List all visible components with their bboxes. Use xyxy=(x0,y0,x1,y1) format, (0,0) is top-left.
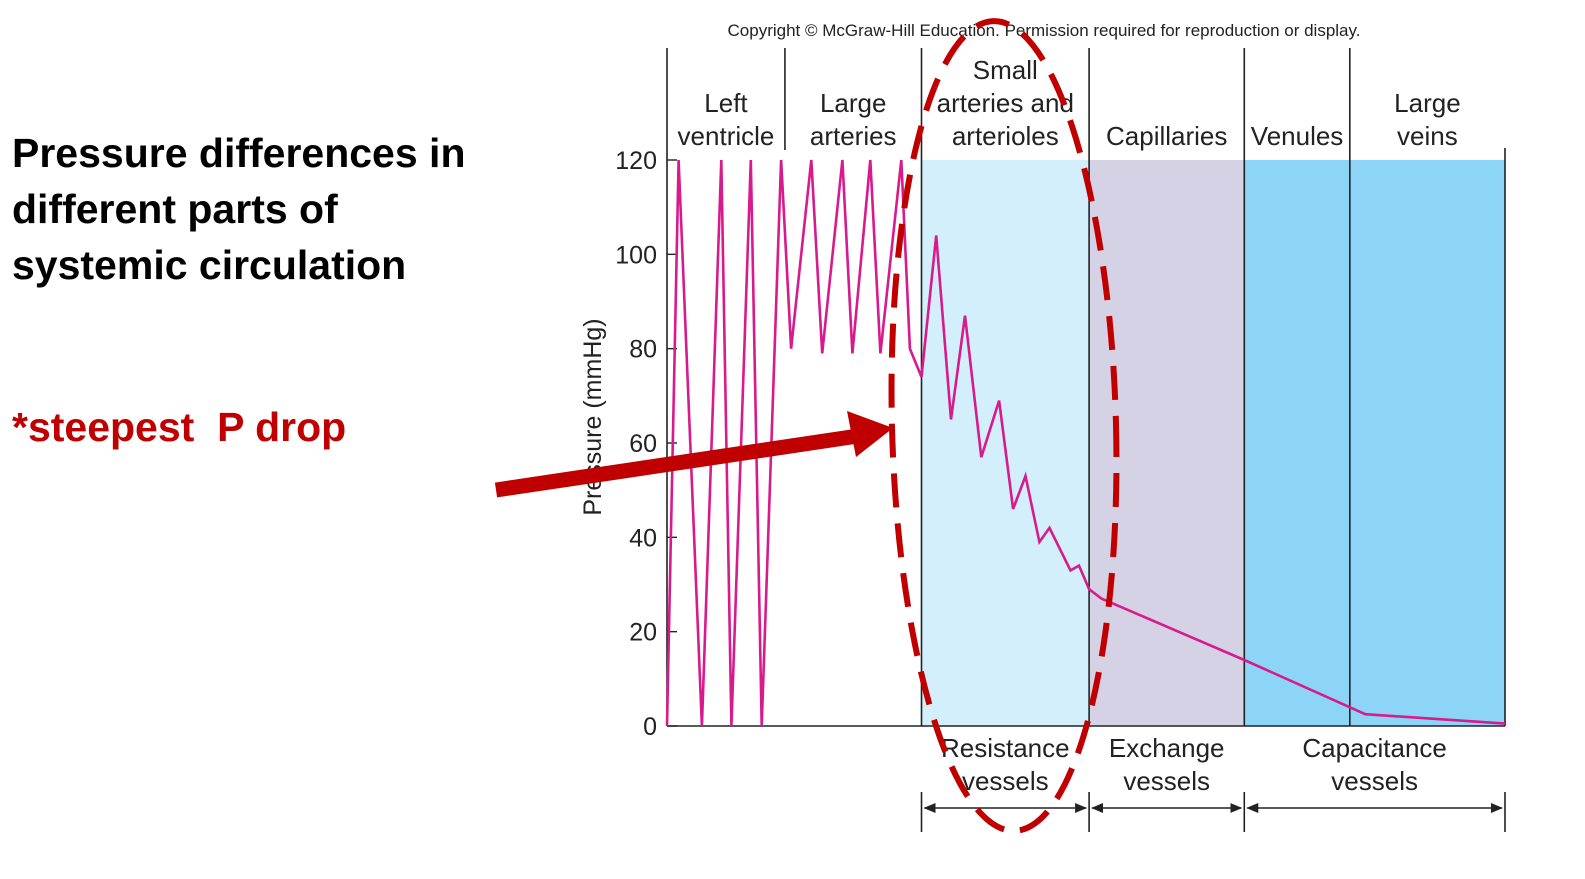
y-tick-label: 120 xyxy=(615,147,657,175)
y-tick-label: 40 xyxy=(629,524,657,552)
slide-title-line-1: Pressure differences in xyxy=(12,130,466,176)
segment-label: Small xyxy=(973,55,1038,85)
y-tick-label: 20 xyxy=(629,619,657,647)
pressure-line xyxy=(665,159,1506,727)
segment-label: Large xyxy=(1394,88,1461,118)
segment-label: arteries and xyxy=(937,88,1074,118)
segment-label: veins xyxy=(1397,121,1458,151)
y-axis-label: Pressure (mmHg) xyxy=(579,318,607,515)
region-label: vessels xyxy=(1123,766,1210,796)
region-label: Resistance xyxy=(941,733,1070,763)
steepest-drop-callout: *steepest P drop xyxy=(12,404,347,450)
region-label: Capacitance xyxy=(1302,733,1447,763)
region-label: Exchange xyxy=(1109,733,1225,763)
segment-label: Left xyxy=(704,88,748,118)
segment-label: arteries xyxy=(810,121,897,151)
segment-label: Capillaries xyxy=(1106,121,1227,151)
slide-title-line-3: systemic circulation xyxy=(12,242,407,288)
y-tick-label: 60 xyxy=(629,430,657,458)
region-capacitance xyxy=(1244,160,1505,726)
region-label: vessels xyxy=(962,766,1049,796)
arrow-head xyxy=(847,411,893,457)
y-tick-label: 80 xyxy=(629,336,657,364)
region-exchange xyxy=(1089,160,1245,726)
segment-label: Large xyxy=(820,88,887,118)
segment-label: Venules xyxy=(1251,121,1344,151)
y-tick-label: 0 xyxy=(643,713,657,741)
copyright-note: Copyright © McGraw-Hill Education. Permi… xyxy=(728,21,1361,40)
y-tick-label: 100 xyxy=(615,241,657,269)
highlight-ellipse xyxy=(888,18,1120,834)
arrow-shaft xyxy=(494,428,860,498)
slide-title-line-2: different parts of xyxy=(12,186,338,232)
slide-title: Pressure differences in different parts … xyxy=(12,125,572,293)
segment-label: arterioles xyxy=(952,121,1059,151)
segment-label: ventricle xyxy=(678,121,775,151)
region-label: vessels xyxy=(1331,766,1418,796)
